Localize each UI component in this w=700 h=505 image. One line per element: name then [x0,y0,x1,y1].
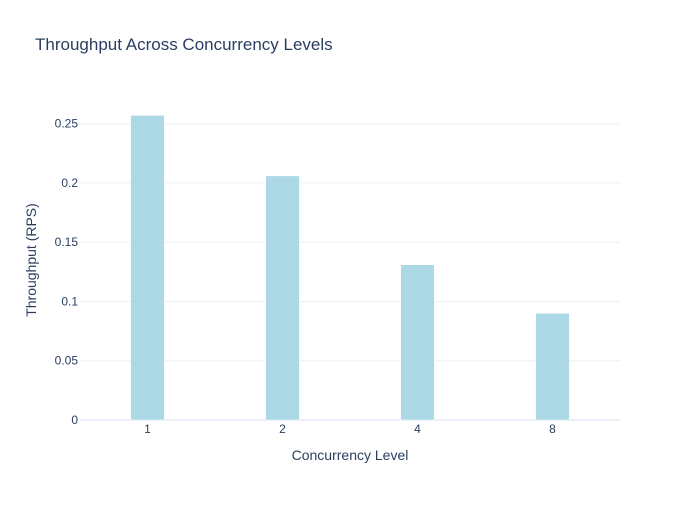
x-axis-title: Concurrency Level [292,447,409,463]
x-tick-label: 1 [144,422,151,436]
bars [130,115,570,421]
y-axis-title: Throughput (RPS) [23,203,39,317]
bar-8[interactable] [535,313,570,421]
bar-2[interactable] [265,175,300,421]
y-tick-label: 0.15 [55,235,79,249]
y-tick-label: 0.2 [61,176,78,190]
y-tick-label: 0.1 [61,294,78,308]
x-tick-label: 4 [414,422,421,436]
bar-4[interactable] [400,264,435,421]
x-axis-ticks: 1 2 4 8 [144,422,556,436]
y-axis-ticks: 0 0.05 0.1 0.15 0.2 0.25 [55,117,79,427]
bar-1[interactable] [130,115,165,421]
y-tick-label: 0 [71,413,78,427]
y-tick-label: 0.05 [55,354,79,368]
x-tick-label: 8 [549,422,556,436]
x-tick-label: 2 [279,422,286,436]
y-tick-label: 0.25 [55,117,79,131]
chart-title: Throughput Across Concurrency Levels [35,35,333,54]
gridlines [80,123,620,421]
